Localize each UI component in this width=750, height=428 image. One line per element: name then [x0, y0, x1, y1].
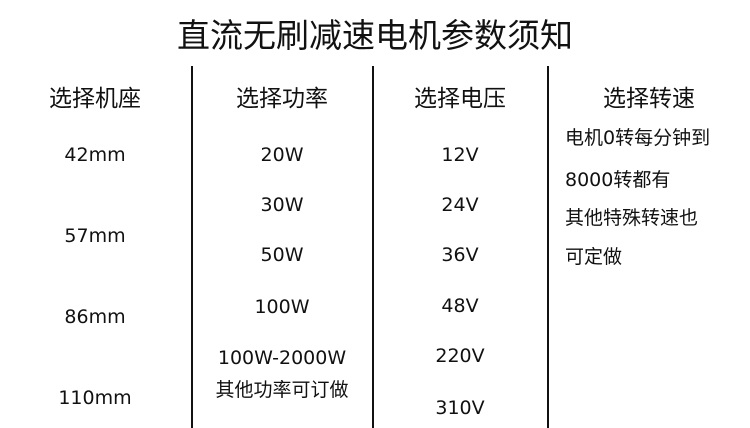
- voltage-item: 220V: [435, 345, 485, 367]
- speed-note-line: 其他特殊转速也: [565, 207, 699, 229]
- power-item: 100W: [254, 296, 310, 318]
- power-item: 100W-2000W: [217, 347, 347, 369]
- speed-note-line: 电机0转每分钟到: [565, 127, 711, 149]
- column-divider: [547, 66, 549, 428]
- power-item: 20W: [260, 144, 304, 166]
- header-speed: 选择转速: [603, 86, 695, 112]
- header-frame-size: 选择机座: [49, 86, 141, 112]
- header-power: 选择功率: [236, 86, 328, 112]
- page-title: 直流无刷减速电机参数须知: [177, 16, 573, 55]
- voltage-item: 12V: [441, 144, 479, 166]
- voltage-item: 310V: [435, 397, 485, 419]
- voltage-item: 24V: [441, 194, 479, 216]
- power-item: 其他功率可订做: [215, 379, 349, 401]
- speed-note-line: 可定做: [565, 246, 623, 268]
- voltage-item: 48V: [441, 295, 479, 317]
- speed-note-line: 8000转都有: [565, 169, 671, 191]
- frame-size-item: 110mm: [58, 387, 132, 409]
- header-voltage: 选择电压: [414, 86, 506, 112]
- frame-size-item: 57mm: [64, 225, 126, 247]
- frame-size-item: 86mm: [64, 306, 126, 328]
- power-item: 30W: [260, 194, 304, 216]
- column-divider: [191, 66, 193, 428]
- frame-size-item: 42mm: [64, 144, 126, 166]
- column-divider: [372, 66, 374, 428]
- power-item: 50W: [260, 244, 304, 266]
- voltage-item: 36V: [441, 244, 479, 266]
